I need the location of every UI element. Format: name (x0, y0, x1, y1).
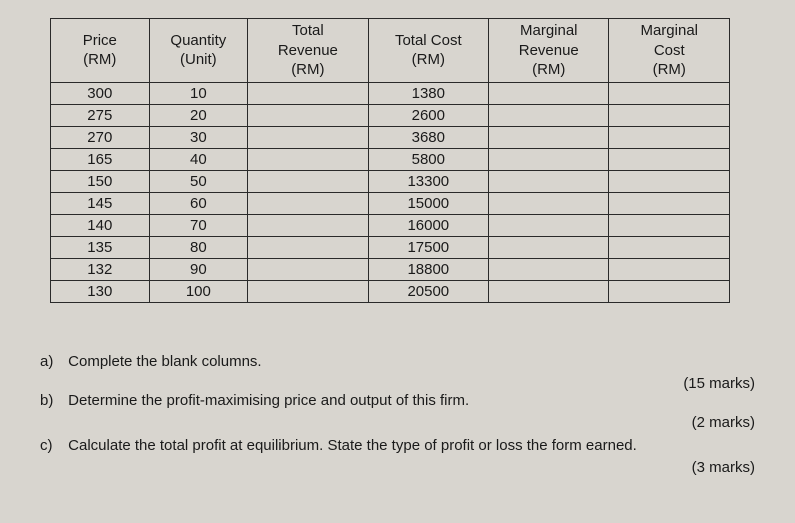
table-cell: 17500 (368, 236, 488, 258)
table-cell: 2600 (368, 104, 488, 126)
table-cell (248, 148, 368, 170)
table-cell: 13300 (368, 170, 488, 192)
table-cell: 10 (149, 82, 248, 104)
question-a: a) Complete the blank columns. (15 marks… (40, 353, 755, 370)
question-c-marks: (3 marks) (692, 459, 755, 476)
table-row: 27520 2600 (51, 104, 730, 126)
table-cell (248, 104, 368, 126)
table-cell: 70 (149, 214, 248, 236)
question-a-marks: (15 marks) (683, 375, 755, 392)
table-cell (489, 170, 609, 192)
table-cell: 50 (149, 170, 248, 192)
table-row: 30010 1380 (51, 82, 730, 104)
table-cell: 150 (51, 170, 150, 192)
table-header-row: Price(RM) Quantity(Unit) TotalRevenue(RM… (51, 19, 730, 83)
table-row: 14070 16000 (51, 214, 730, 236)
table-cell (248, 126, 368, 148)
table-cell: 20500 (368, 280, 488, 302)
table-cell: 60 (149, 192, 248, 214)
table-row: 15050 13300 (51, 170, 730, 192)
table-row: 16540 5800 (51, 148, 730, 170)
question-b-text: Determine the profit-maximising price an… (68, 392, 469, 409)
table-cell (248, 236, 368, 258)
table-cell (489, 148, 609, 170)
table-cell (248, 82, 368, 104)
table-body: 3001013802752026002703036801654058001505… (51, 82, 730, 302)
table-cell: 132 (51, 258, 150, 280)
table-cell (489, 280, 609, 302)
col-total-cost: Total Cost(RM) (368, 19, 488, 83)
col-marginal-cost: MarginalCost(RM) (609, 19, 730, 83)
table-cell (489, 214, 609, 236)
table-cell: 100 (149, 280, 248, 302)
table-cell: 1380 (368, 82, 488, 104)
question-a-text: Complete the blank columns. (68, 353, 261, 370)
questions-block: a) Complete the blank columns. (15 marks… (30, 353, 765, 454)
question-b-label: b) (40, 392, 64, 409)
question-c-label: c) (40, 437, 64, 454)
table-cell (489, 192, 609, 214)
table-cell (609, 170, 730, 192)
table-cell (248, 192, 368, 214)
table-row: 13580 17500 (51, 236, 730, 258)
table-cell: 20 (149, 104, 248, 126)
table-cell (248, 170, 368, 192)
table-cell: 300 (51, 82, 150, 104)
question-c-text: Calculate the total profit at equilibriu… (68, 437, 637, 454)
col-marginal-revenue: MarginalRevenue(RM) (489, 19, 609, 83)
question-b-marks: (2 marks) (692, 414, 755, 431)
table-cell: 145 (51, 192, 150, 214)
table-cell (489, 82, 609, 104)
table-cell: 3680 (368, 126, 488, 148)
table-cell: 130 (51, 280, 150, 302)
table-cell (609, 82, 730, 104)
table-row: 27030 3680 (51, 126, 730, 148)
col-quantity: Quantity(Unit) (149, 19, 248, 83)
table-cell (609, 214, 730, 236)
table-cell: 5800 (368, 148, 488, 170)
table-cell: 90 (149, 258, 248, 280)
table-cell (489, 236, 609, 258)
table-row: 13290 18800 (51, 258, 730, 280)
table-cell (609, 280, 730, 302)
table-cell: 40 (149, 148, 248, 170)
table-cell: 30 (149, 126, 248, 148)
table-cell (609, 236, 730, 258)
question-c: c) Calculate the total profit at equilib… (40, 437, 755, 454)
table-cell (609, 148, 730, 170)
table-cell (248, 258, 368, 280)
table-cell: 80 (149, 236, 248, 258)
table-cell (609, 126, 730, 148)
table-cell (609, 192, 730, 214)
table-cell: 275 (51, 104, 150, 126)
table-cell (489, 126, 609, 148)
question-b: b) Determine the profit-maximising price… (40, 392, 755, 409)
table-cell (609, 258, 730, 280)
table-cell: 270 (51, 126, 150, 148)
table-cell (609, 104, 730, 126)
economics-table: Price(RM) Quantity(Unit) TotalRevenue(RM… (50, 18, 730, 303)
table-cell (489, 258, 609, 280)
table-cell: 140 (51, 214, 150, 236)
col-total-revenue: TotalRevenue(RM) (248, 19, 368, 83)
table-cell: 18800 (368, 258, 488, 280)
table-cell (248, 280, 368, 302)
table-cell: 135 (51, 236, 150, 258)
table-row: 130100 20500 (51, 280, 730, 302)
question-a-label: a) (40, 353, 64, 370)
table-cell: 15000 (368, 192, 488, 214)
table-cell (248, 214, 368, 236)
table-row: 14560 15000 (51, 192, 730, 214)
col-price: Price(RM) (51, 19, 150, 83)
table-cell: 16000 (368, 214, 488, 236)
table-cell (489, 104, 609, 126)
table-cell: 165 (51, 148, 150, 170)
